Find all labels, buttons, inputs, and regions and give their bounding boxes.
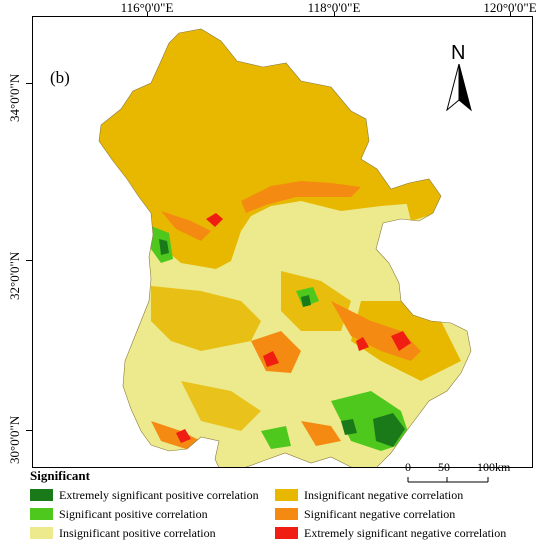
map-frame [32, 16, 533, 468]
legend-label: Extremely significant negative correlati… [304, 525, 507, 540]
latitude-tick-32: 32°0'0"N [7, 251, 22, 300]
legend-label: Significant positive correlation [59, 506, 208, 521]
legend-label: Insignificant positive correlation [59, 525, 216, 540]
scale-bar-line [407, 477, 489, 483]
scale-label-50: 50 [438, 460, 450, 474]
legend-swatch [275, 527, 298, 539]
legend-label: Insignificant negative correlation [304, 487, 464, 502]
legend-item: Insignificant positive correlation [30, 526, 216, 540]
correlation-map [98, 28, 472, 467]
legend-swatch [275, 489, 298, 501]
scale-label-100: 100km [477, 460, 511, 474]
legend-item: Significant negative correlation [275, 507, 455, 521]
longitude-tick-120: 120°0'0"E [483, 0, 537, 15]
legend-swatch [30, 489, 53, 501]
longitude-tickmark [147, 12, 148, 17]
legend-label: Extremely significant positive correlati… [59, 487, 259, 502]
latitude-tick-34: 34°0'0"N [7, 73, 22, 122]
latitude-tick-30: 30°0'0"N [7, 415, 22, 464]
panel-label: (b) [50, 68, 70, 87]
legend-label: Significant negative correlation [304, 506, 456, 521]
legend-item: Significant positive correlation [30, 507, 208, 521]
scale-label-0: 0 [405, 460, 411, 474]
legend-swatch [30, 508, 53, 520]
legend-item: Extremely significant negative correlati… [275, 526, 506, 540]
legend-item: Extremely significant positive correlati… [30, 488, 259, 502]
latitude-tickmark [26, 430, 32, 431]
longitude-tick-118: 118°0'0"E [307, 0, 361, 15]
longitude-tickmark [510, 12, 511, 17]
north-arrow-icon [446, 64, 472, 112]
legend-title: Significant [30, 468, 90, 483]
latitude-tickmark [26, 260, 32, 261]
latitude-tickmark [26, 83, 32, 84]
scale-bar: 0 50 100km [405, 460, 515, 486]
longitude-tickmark [334, 12, 335, 17]
north-label: N [451, 42, 466, 64]
legend-swatch [275, 508, 298, 520]
legend-swatch [30, 527, 53, 539]
longitude-tick-116: 116°0'0"E [120, 0, 174, 15]
north-arrow: N [444, 42, 474, 112]
legend-item: Insignificant negative correlation [275, 488, 463, 502]
